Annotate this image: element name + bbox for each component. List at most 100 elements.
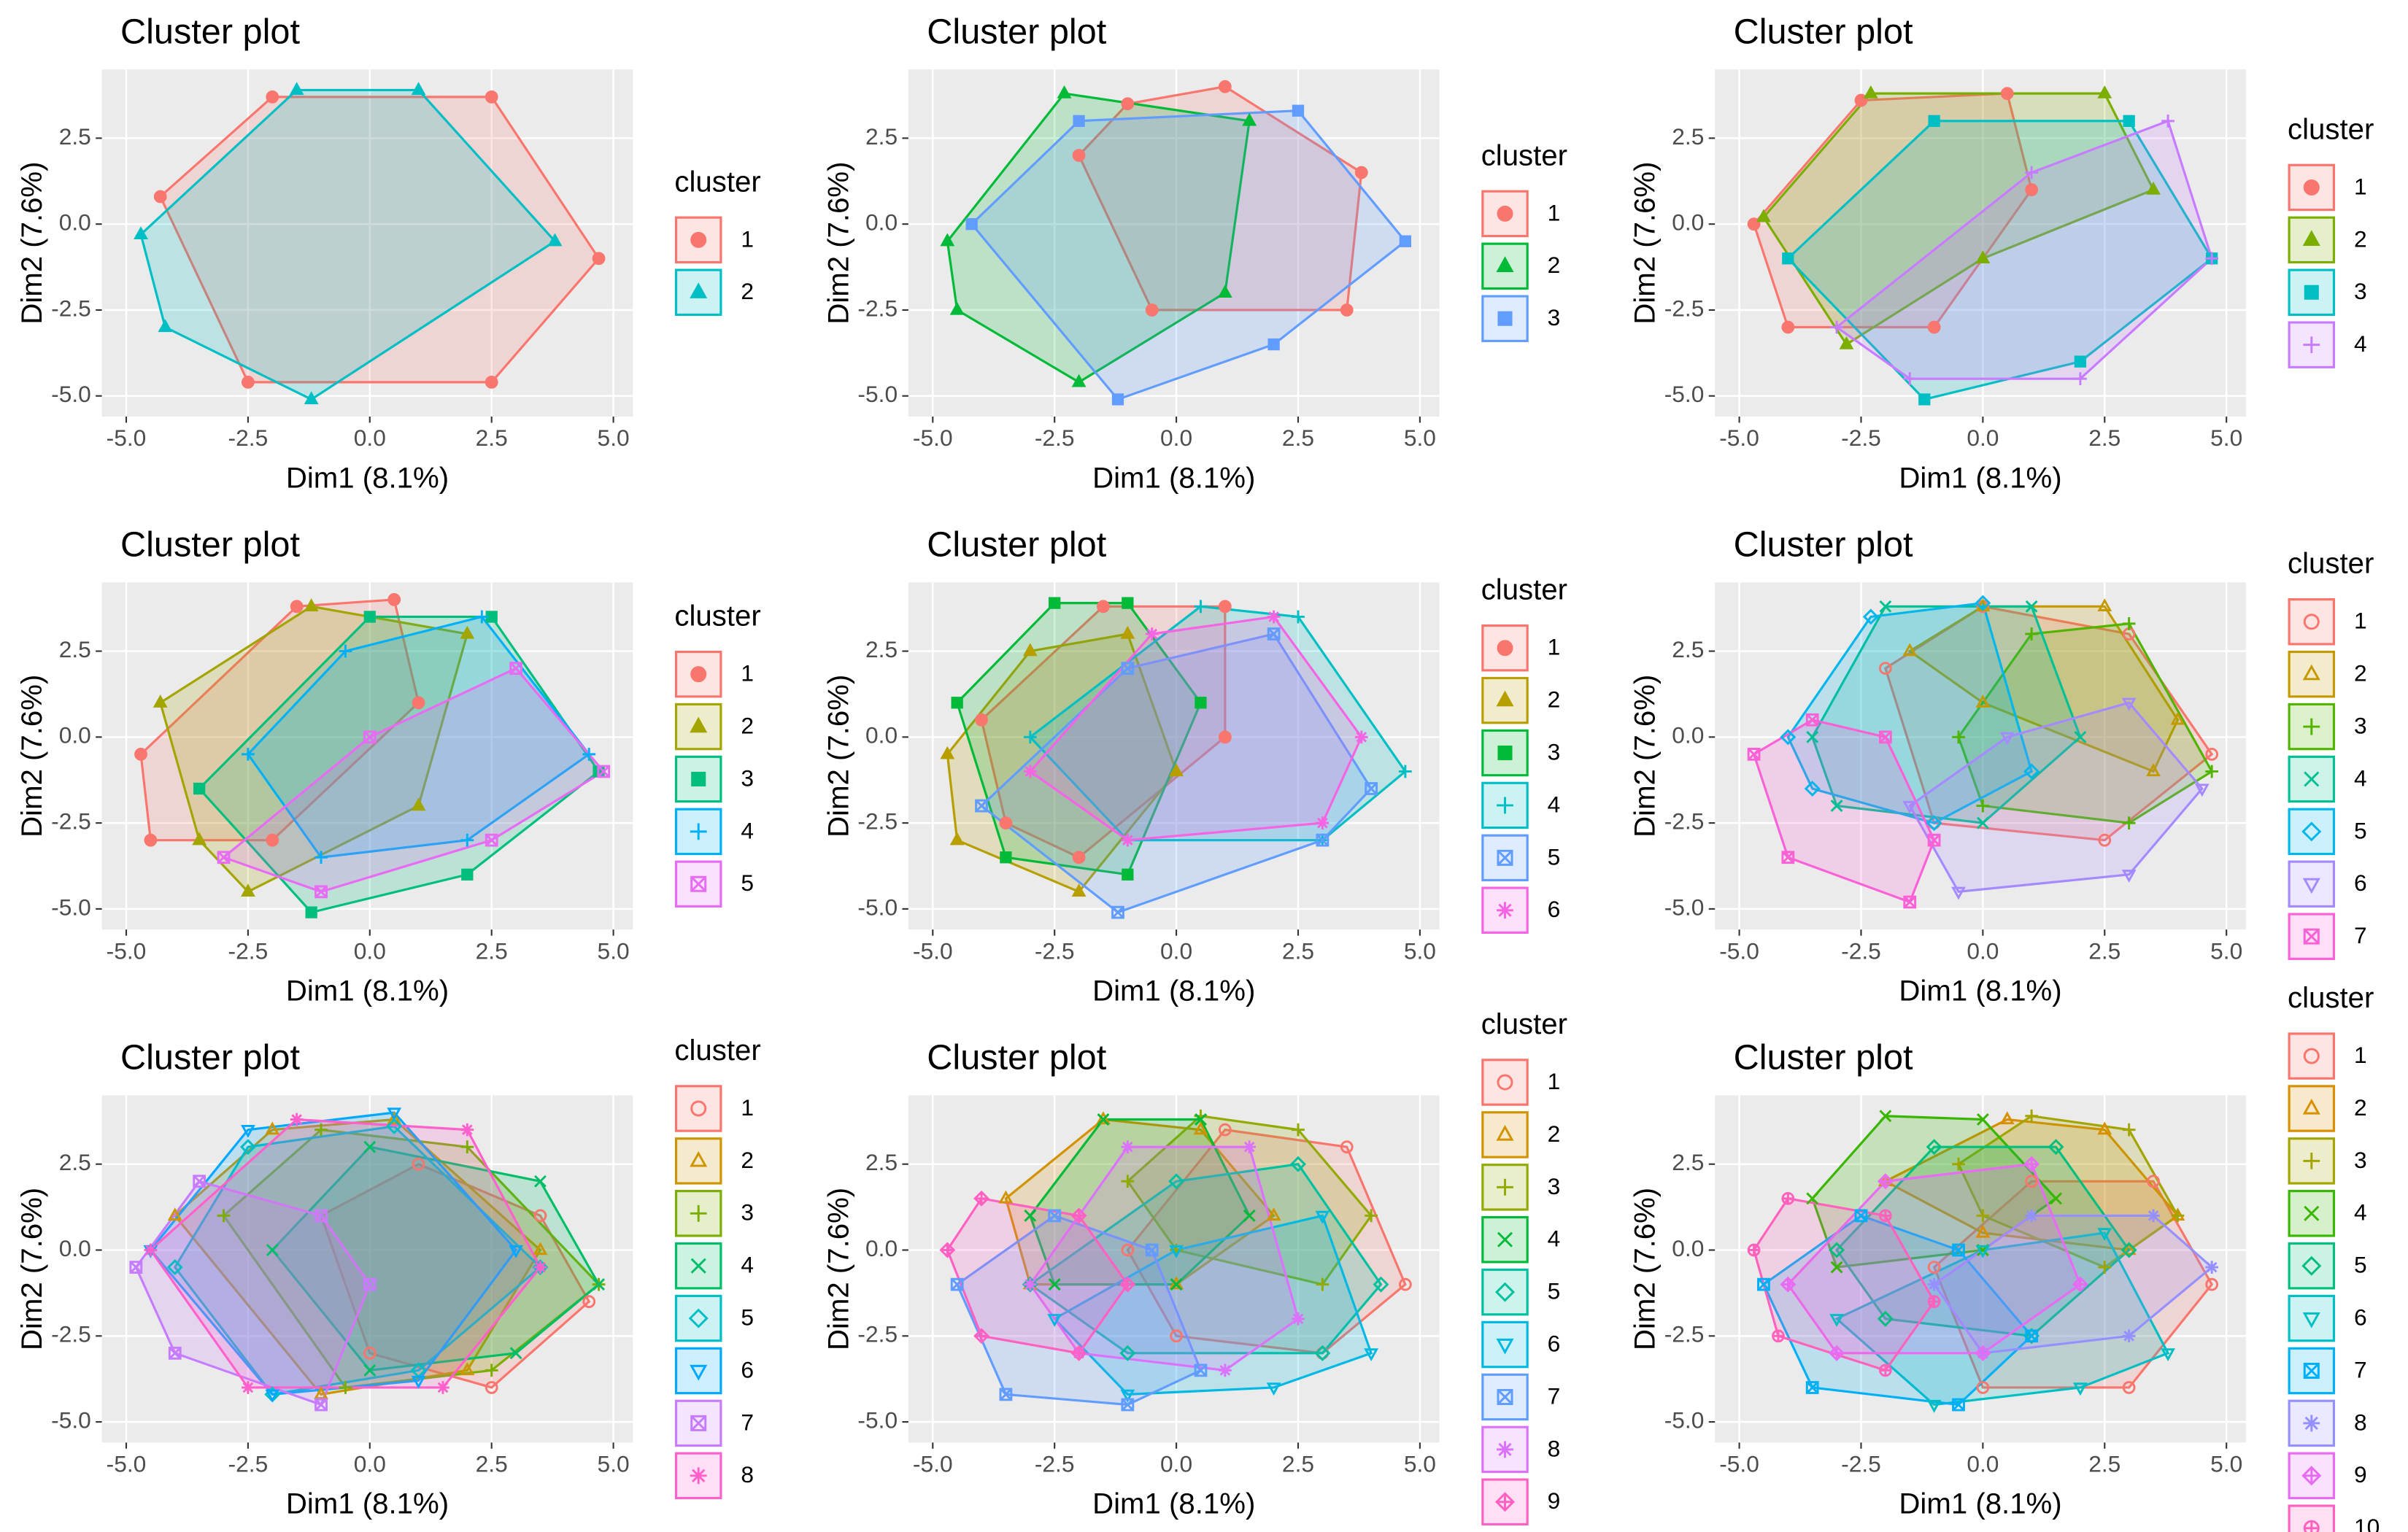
legend-symbol bbox=[1497, 311, 1513, 326]
point bbox=[1168, 1173, 1185, 1190]
point bbox=[1806, 730, 1819, 743]
x-tick-label: -2.5 bbox=[1841, 1450, 1881, 1477]
x-tick-label: -5.0 bbox=[913, 425, 953, 451]
point bbox=[547, 233, 563, 247]
cluster-hull bbox=[149, 1111, 518, 1396]
point bbox=[1316, 816, 1330, 830]
legend-symbol bbox=[690, 875, 707, 892]
point bbox=[144, 1243, 158, 1257]
legend-label: 3 bbox=[1548, 738, 1561, 765]
y-tick-label: -2.5 bbox=[857, 808, 898, 835]
point bbox=[2074, 372, 2087, 386]
point bbox=[1804, 781, 1821, 797]
point bbox=[2122, 816, 2136, 830]
x-tick-label: 0.0 bbox=[354, 425, 386, 451]
point bbox=[2146, 763, 2161, 777]
y-tick-label: -2.5 bbox=[1664, 808, 1705, 835]
x-tick-label: -5.0 bbox=[107, 425, 147, 451]
point bbox=[1120, 625, 1135, 639]
legend-symbol bbox=[1497, 1178, 1513, 1196]
point bbox=[1756, 209, 1771, 223]
legend-symbol bbox=[688, 1308, 709, 1328]
point bbox=[509, 662, 522, 676]
legend-symbol bbox=[690, 1204, 707, 1222]
legend-label: 1 bbox=[2354, 173, 2367, 199]
x-tick-label: 5.0 bbox=[1404, 937, 1436, 964]
legend-label: 4 bbox=[1548, 1226, 1561, 1252]
y-tick-label: 2.5 bbox=[1672, 636, 1704, 662]
point bbox=[304, 391, 319, 405]
legend-label: 4 bbox=[1548, 791, 1561, 817]
x-tick-label: 0.0 bbox=[354, 1450, 386, 1477]
point bbox=[1781, 320, 1795, 334]
point bbox=[1854, 93, 1868, 107]
point bbox=[387, 1107, 402, 1121]
point bbox=[1975, 695, 1991, 708]
legend-symbol bbox=[690, 1415, 707, 1431]
chart: Cluster plot -5.0 -2.5 0.0 2.5 5.0 -5.0 -2.5 0.0… bbox=[1629, 12, 2374, 494]
legend-symbol bbox=[690, 1258, 706, 1274]
legend-symbol bbox=[2302, 1312, 2320, 1328]
chart-title: Cluster plot bbox=[120, 1038, 300, 1078]
x-axis-title: Dim1 (8.1%) bbox=[1092, 461, 1255, 494]
point bbox=[1145, 1243, 1159, 1257]
point bbox=[582, 1295, 596, 1309]
legend-symbol bbox=[2304, 771, 2320, 787]
point bbox=[582, 748, 596, 761]
legend-symbol bbox=[1497, 640, 1513, 657]
chart: Cluster plot -5.0 -2.5 0.0 2.5 5.0 -5.0 -2.5 0.0… bbox=[822, 525, 1567, 1007]
point bbox=[1218, 80, 1232, 93]
point bbox=[1193, 1121, 1208, 1135]
x-axis-title: Dim1 (8.1%) bbox=[286, 1487, 449, 1520]
point bbox=[192, 832, 207, 846]
x-tick-label: -2.5 bbox=[1035, 937, 1075, 964]
point bbox=[1070, 1345, 1087, 1361]
point bbox=[533, 1242, 548, 1256]
point bbox=[1267, 338, 1280, 351]
chart-title: Cluster plot bbox=[927, 12, 1106, 51]
legend-symbol bbox=[690, 1100, 707, 1117]
legend-label: 2 bbox=[2354, 660, 2367, 686]
point bbox=[460, 1123, 474, 1137]
point bbox=[965, 218, 978, 231]
y-tick-label: -2.5 bbox=[857, 295, 898, 321]
point bbox=[1952, 1398, 1965, 1412]
point bbox=[2074, 730, 2087, 743]
point bbox=[1047, 1314, 1062, 1327]
x-tick-label: 5.0 bbox=[2210, 425, 2242, 451]
point bbox=[2025, 1175, 2039, 1188]
legend-symbol bbox=[1497, 205, 1513, 222]
cluster-hull bbox=[173, 1118, 542, 1396]
x-tick-label: 2.5 bbox=[476, 1450, 508, 1477]
point bbox=[460, 833, 474, 847]
legend-label: 7 bbox=[2354, 922, 2367, 948]
point bbox=[485, 1381, 498, 1394]
cluster-hull bbox=[1786, 601, 2034, 824]
point bbox=[1170, 1329, 1183, 1343]
point bbox=[1243, 1209, 1256, 1222]
point bbox=[1292, 1123, 1305, 1137]
legend-label: 1 bbox=[2354, 1042, 2367, 1068]
point bbox=[593, 1278, 606, 1291]
point bbox=[1903, 372, 1917, 386]
point bbox=[1340, 1140, 1354, 1154]
legend-key bbox=[674, 1137, 722, 1185]
point bbox=[1903, 895, 1917, 909]
legend-label: 2 bbox=[2354, 225, 2367, 252]
point bbox=[1976, 1113, 1989, 1126]
legend-key bbox=[2288, 808, 2336, 856]
point bbox=[998, 1190, 1014, 1204]
point bbox=[134, 226, 148, 239]
point bbox=[2170, 711, 2185, 725]
y-tick-label: 2.5 bbox=[865, 123, 898, 150]
x-axis-title: Dim1 (8.1%) bbox=[1899, 1487, 2061, 1520]
legend-label: 3 bbox=[2354, 713, 2367, 739]
point bbox=[461, 868, 474, 881]
x-tick-label: -2.5 bbox=[228, 425, 269, 451]
point bbox=[592, 252, 606, 266]
point bbox=[975, 713, 988, 727]
y-axis-title: Dim2 (7.6%) bbox=[1629, 1188, 1662, 1350]
plot-panel bbox=[908, 69, 1440, 417]
point bbox=[290, 1113, 304, 1126]
